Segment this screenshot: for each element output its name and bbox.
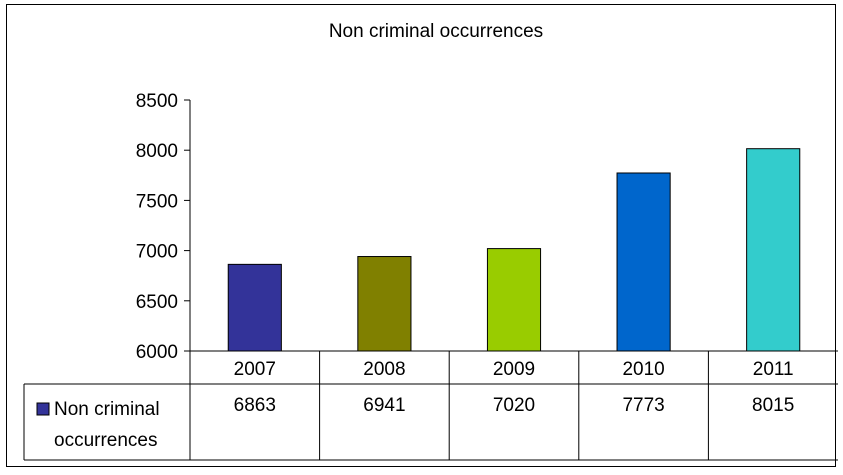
y-tick-label: 8000 (136, 141, 178, 162)
data-label: 6863 (234, 395, 276, 416)
category-label: 2010 (622, 359, 664, 380)
category-label: 2011 (753, 359, 794, 380)
bar-2011 (746, 148, 801, 352)
bar-2008 (357, 256, 412, 352)
bars (227, 148, 801, 352)
data-label: 8015 (752, 395, 794, 416)
category-label: 2009 (493, 359, 535, 380)
data-label: 6941 (363, 395, 405, 416)
data-table: 2007 6863 2008 6941 2009 7020 2010 7773 2011 8015… (23, 350, 838, 461)
chart-frame (6, 4, 836, 467)
y-tick-label: 6000 (136, 342, 178, 363)
legend-label-line2: occurrences (54, 430, 158, 451)
y-tick-label: 8500 (136, 91, 178, 112)
y-tick-label: 7000 (136, 242, 178, 263)
data-label: 7773 (622, 395, 664, 416)
legend-swatch (36, 402, 50, 416)
category-label: 2007 (234, 359, 276, 380)
chart-title: Non criminal occurrences (329, 21, 543, 42)
y-tick-label: 7500 (136, 191, 178, 212)
data-label: 7020 (493, 395, 535, 416)
y-tick-label: 6500 (136, 292, 178, 313)
bar-2007 (227, 263, 282, 352)
category-label: 2008 (363, 359, 405, 380)
y-axis: 6000 6500 7000 7500 8000 8500 (136, 91, 191, 460)
bar-2009 (486, 248, 542, 352)
bar-2010 (616, 172, 671, 352)
legend-label-line1: Non criminal (54, 399, 160, 420)
